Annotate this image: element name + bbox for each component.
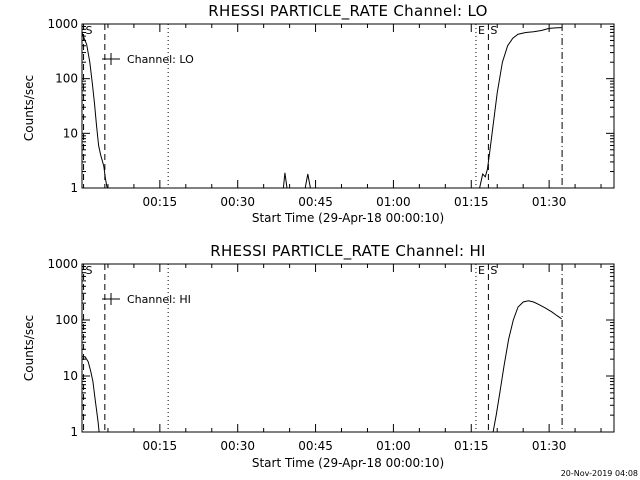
series-line bbox=[479, 27, 562, 189]
y-axis-label: Counts/sec bbox=[22, 75, 36, 141]
y-tick-label: 100 bbox=[55, 72, 78, 86]
event-marker-label: E bbox=[478, 264, 485, 277]
x-axis-label: Start Time (29-Apr-18 00:00:10) bbox=[252, 456, 444, 470]
y-tick-label: 10 bbox=[63, 126, 78, 140]
plot-frame bbox=[81, 23, 615, 189]
x-tick-label: 01:30 bbox=[532, 439, 567, 453]
y-axis-label: Counts/sec bbox=[22, 315, 36, 381]
x-tick-label: 01:15 bbox=[454, 439, 489, 453]
panel-lo: RHESSI PARTICLE_RATE Channel: LO Counts/… bbox=[22, 2, 615, 225]
x-axis-label: Start Time (29-Apr-18 00:00:10) bbox=[252, 211, 444, 225]
x-tick-label: 00:45 bbox=[298, 195, 333, 209]
x-tick-label: 00:30 bbox=[220, 195, 255, 209]
x-tick-label: 00:45 bbox=[298, 439, 333, 453]
x-tick-label: 01:00 bbox=[376, 195, 411, 209]
x-ticks: 00:15 00:30 00:45 01:00 01:15 01:30 bbox=[107, 24, 602, 209]
x-tick-label: 01:15 bbox=[454, 195, 489, 209]
x-tick-label: 01:30 bbox=[532, 195, 567, 209]
series-line bbox=[492, 300, 562, 433]
chart-title: RHESSI PARTICLE_RATE Channel: LO bbox=[208, 2, 487, 21]
y-tick-label: 1 bbox=[70, 425, 78, 439]
event-marker-label: S bbox=[490, 24, 497, 37]
y-tick-label: 1000 bbox=[47, 257, 78, 271]
series-line bbox=[81, 32, 109, 189]
x-tick-label: 00:15 bbox=[143, 439, 178, 453]
legend: Channel: LO bbox=[102, 53, 194, 66]
series-line bbox=[304, 173, 311, 189]
y-tick-label: 10 bbox=[63, 369, 78, 383]
y-tick-label: 1000 bbox=[47, 17, 78, 31]
plot-area bbox=[82, 300, 562, 433]
legend-label: Channel: LO bbox=[127, 53, 194, 66]
plot-area bbox=[81, 27, 562, 189]
timestamp: 20-Nov-2019 04:08 bbox=[561, 469, 638, 478]
series-line bbox=[82, 356, 100, 433]
series-line bbox=[282, 172, 288, 189]
x-tick-label: 01:00 bbox=[376, 439, 411, 453]
event-marker-label: S bbox=[86, 24, 93, 37]
legend: Channel: HI bbox=[102, 293, 191, 306]
panel-hi: RHESSI PARTICLE_RATE Channel: HI Counts/… bbox=[22, 242, 615, 470]
y-tick-label: 1 bbox=[70, 181, 78, 195]
event-marker-label: E bbox=[478, 24, 485, 37]
event-marker-label: S bbox=[86, 264, 93, 277]
event-marker-label: S bbox=[490, 264, 497, 277]
y-ticks: 1 10 100 1000 bbox=[47, 257, 614, 439]
y-ticks: 1 10 100 1000 bbox=[47, 17, 614, 195]
y-tick-label: 100 bbox=[55, 313, 78, 327]
legend-label: Channel: HI bbox=[127, 293, 191, 306]
x-ticks: 00:15 00:30 00:45 01:00 01:15 01:30 bbox=[107, 264, 602, 453]
chart-title: RHESSI PARTICLE_RATE Channel: HI bbox=[210, 242, 486, 261]
plot-frame bbox=[81, 263, 615, 433]
x-tick-label: 00:15 bbox=[143, 195, 178, 209]
x-tick-label: 00:30 bbox=[220, 439, 255, 453]
